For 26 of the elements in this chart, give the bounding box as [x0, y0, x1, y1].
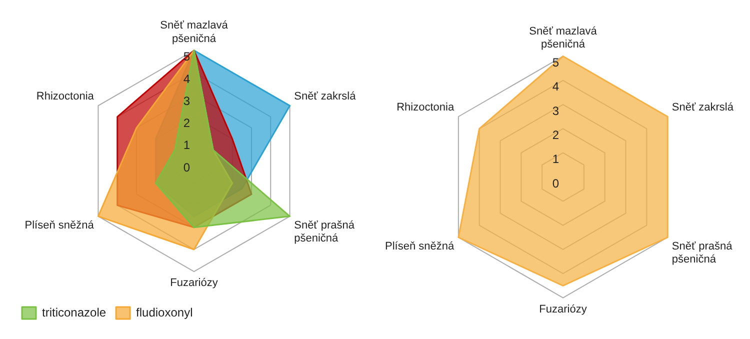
y-tick-label: 4 [552, 80, 560, 94]
y-tick-label: 1 [552, 152, 560, 166]
y-tick-label: 5 [183, 50, 190, 64]
spoke-label: Sněť prašná pšeničná [294, 219, 356, 245]
spoke-label: Plíseň sněžná [384, 240, 455, 253]
y-tick-label: 2 [183, 116, 190, 130]
y-tick-label: 5 [552, 56, 560, 70]
spoke-label: Plíseň sněžná [24, 219, 95, 232]
spoke-label: Sněť prašná pšeničná [672, 240, 734, 266]
spoke-label: Fuzariózy [539, 303, 588, 316]
spoke-label: Sněť mazlavá pšeničná [529, 25, 598, 51]
y-tick-label: 1 [183, 138, 190, 152]
y-tick-label: 4 [183, 72, 190, 86]
legend-label: triticonazole [42, 305, 106, 320]
spoke-label: Sněť zakrslá [672, 102, 734, 114]
spoke-label: Fuzariózy [170, 277, 218, 290]
spoke-label: Rhizoctonia [36, 90, 95, 103]
spoke-label: Sněť zakrslá [294, 90, 357, 103]
y-tick-label: 2 [552, 128, 560, 142]
y-tick-label: 0 [552, 176, 560, 190]
y-tick-label: 3 [183, 94, 190, 108]
y-tick-label: 3 [552, 104, 560, 118]
spoke-label: Rhizoctonia [396, 102, 455, 114]
y-tick-label: 0 [183, 160, 190, 174]
spoke-label: Sněť mazlavá pšeničná [160, 20, 229, 45]
legend-label: fludioxonyl [136, 305, 193, 320]
